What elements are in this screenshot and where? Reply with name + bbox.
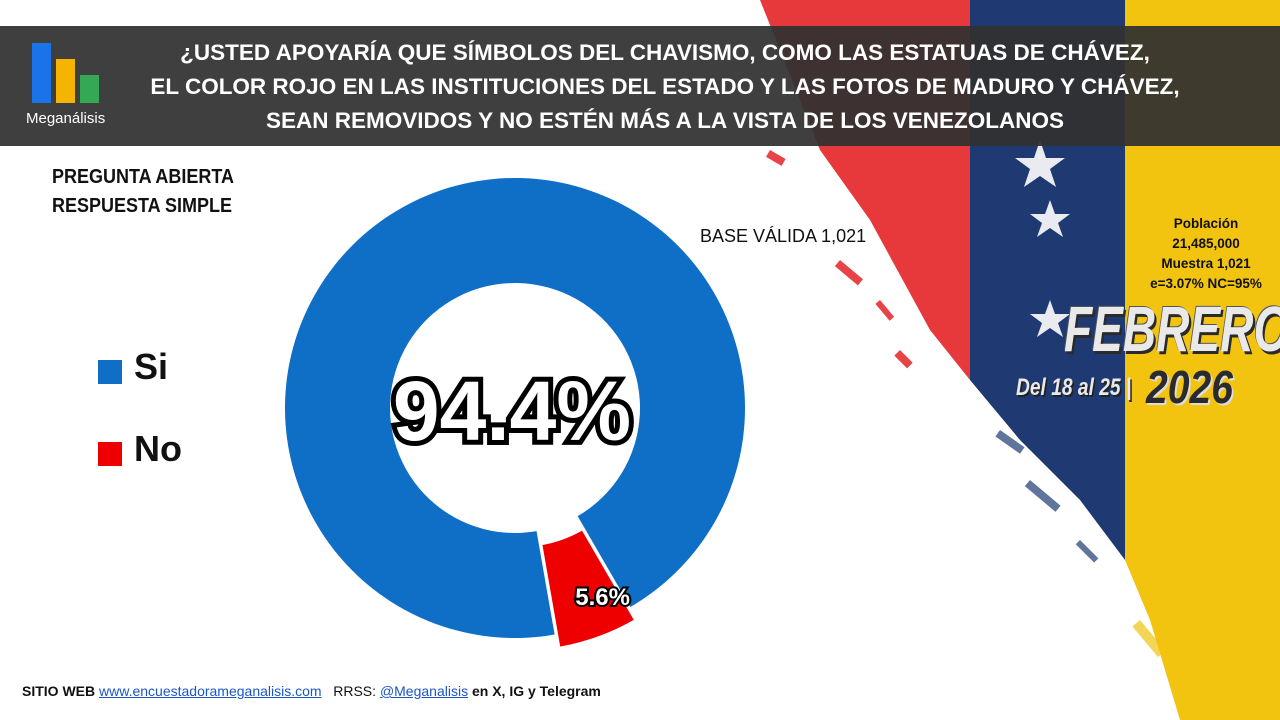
social-handle-link[interactable]: @Meganalisis xyxy=(379,683,469,699)
logo-bar-green xyxy=(80,75,99,103)
data-label-si: 94.4% xyxy=(393,364,631,458)
footer-networks: en X, IG y Telegram xyxy=(471,683,601,699)
meganalisis-logo: Meganálisis xyxy=(22,43,118,139)
base-valida-label: BASE VÁLIDA 1,021 xyxy=(700,226,867,246)
legend-swatch-no xyxy=(98,442,122,466)
question-title: ¿USTED APOYARÍA QUE SÍMBOLOS DEL CHAVISM… xyxy=(150,36,1180,138)
poblacion-value: 21,485,000 xyxy=(1172,236,1240,251)
question-title-line: ¿USTED APOYARÍA QUE SÍMBOLOS DEL CHAVISM… xyxy=(180,40,1150,65)
muestra-label: Muestra 1,021 xyxy=(1161,256,1251,271)
survey-year: 2026 xyxy=(1146,361,1233,413)
survey-month: FEBRERO xyxy=(1064,293,1280,365)
poblacion-label: Población xyxy=(1173,216,1239,231)
question-type: PREGUNTA ABIERTA RESPUESTA SIMPLE xyxy=(52,163,234,221)
footer-site-label: SITIO WEB xyxy=(22,683,96,699)
footer: SITIO WEB www.encuestadorameganalisis.co… xyxy=(22,683,601,699)
legend-label-si: Si xyxy=(134,346,169,387)
data-label-no: 5.6% xyxy=(575,584,630,611)
logo-bar-yellow xyxy=(56,59,75,103)
slice-no xyxy=(540,527,637,649)
survey-date-range: Del 18 al 25 | xyxy=(1016,374,1160,402)
question-title-line: EL COLOR ROJO EN LAS INSTITUCIONES DEL E… xyxy=(150,74,1180,99)
header-banner: Meganálisis ¿USTED APOYARÍA QUE SÍMBOLOS… xyxy=(0,26,1280,146)
slice-si xyxy=(284,177,745,639)
footer-rrss-label: RRSS: xyxy=(333,683,377,699)
error-label: e=3.07% NC=95% xyxy=(1150,276,1262,291)
question-type-line: RESPUESTA SIMPLE xyxy=(52,195,233,217)
legend-swatch-si xyxy=(98,360,122,384)
survey-day-range: Del 18 al 25 | xyxy=(1016,374,1132,401)
website-link[interactable]: www.encuestadorameganalisis.com xyxy=(99,683,322,699)
question-title-line: SEAN REMOVIDOS Y NO ESTÉN MÁS A LA VISTA… xyxy=(265,108,1064,133)
sample-info: Población 21,485,000 Muestra 1,021 e=3.0… xyxy=(1136,214,1276,294)
question-type-line: PREGUNTA ABIERTA xyxy=(52,166,234,188)
logo-text: Meganálisis xyxy=(26,110,106,127)
legend-label-no: No xyxy=(134,428,182,469)
logo-bar-blue xyxy=(32,43,51,103)
